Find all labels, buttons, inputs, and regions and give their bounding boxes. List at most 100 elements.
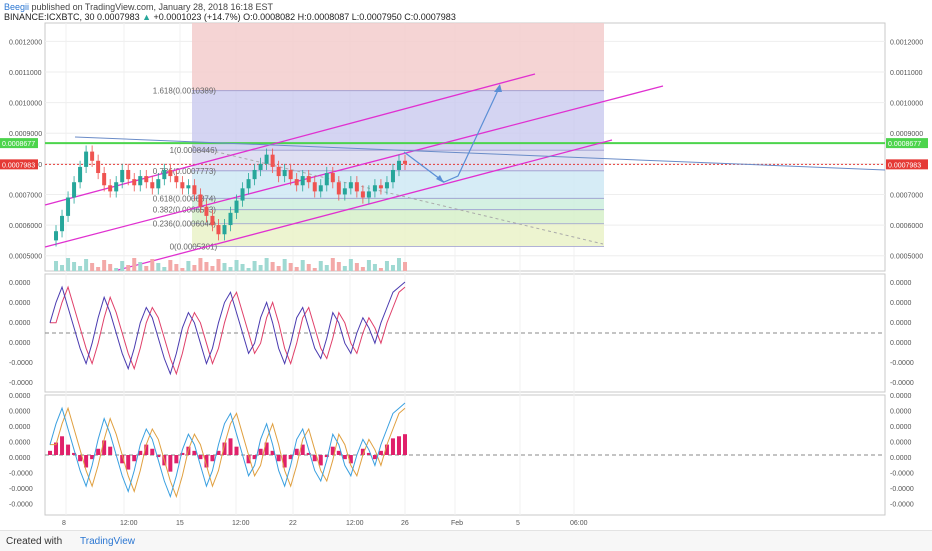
- x-tick: 8: [62, 520, 66, 527]
- publisher-name[interactable]: Beegii: [4, 2, 30, 12]
- y-tick-right: 0.0007000: [890, 192, 923, 199]
- candle-body: [396, 160, 401, 170]
- candle-body: [114, 182, 119, 192]
- candle-body: [120, 169, 125, 183]
- chart-canvas[interactable]: 1.618(0.0010389) 1(0.0008446) 0.786(0.0007…: [0, 0, 932, 530]
- osc2-tick-left: 0.0000: [9, 455, 31, 462]
- candle-body: [294, 179, 299, 186]
- osc2-tick-left: 0.0000: [9, 424, 31, 431]
- volume-bar: [162, 267, 167, 271]
- footer-bar: Created with TradingView: [0, 530, 932, 551]
- histogram-bar: [252, 455, 257, 460]
- candle-body: [390, 169, 395, 183]
- y-tick-right: 0.0010000: [890, 101, 923, 108]
- candle-body: [126, 169, 131, 180]
- volume-bar: [294, 267, 299, 271]
- candle-body: [198, 194, 203, 207]
- candle-body: [270, 154, 275, 167]
- histogram-bar: [318, 455, 323, 466]
- volume-bar: [354, 263, 359, 271]
- channel-line: [117, 139, 613, 271]
- volume-bar: [306, 264, 311, 271]
- candle-body: [264, 154, 269, 164]
- osc1-tick-left: -0.0000: [9, 380, 33, 387]
- histogram-bar: [102, 440, 107, 455]
- volume-bar: [78, 266, 83, 271]
- histogram-bar: [168, 455, 173, 472]
- y-tick-left: 0.0005000: [9, 254, 42, 261]
- red-badge-label: 0.0007983: [888, 162, 921, 169]
- candle-body: [306, 176, 311, 183]
- candle-body: [186, 185, 191, 189]
- candle-body: [78, 166, 83, 183]
- histogram-bar: [348, 455, 353, 464]
- histogram-bar: [84, 455, 89, 468]
- osc2-tick-right: -0.0000: [890, 471, 914, 478]
- tradingview-logo[interactable]: TradingView: [80, 536, 136, 547]
- y-tick-right: 0.0011000: [890, 70, 923, 77]
- osc1-tick-left: 0.0000: [9, 320, 31, 327]
- x-tick: 06:00: [570, 520, 588, 527]
- osc2-tick-left: 0.0000: [9, 393, 31, 400]
- x-tick: 5: [516, 520, 520, 527]
- oscillator-2-series: [45, 402, 885, 499]
- histogram-bar: [312, 455, 317, 462]
- candle-body: [360, 191, 365, 198]
- candle-body: [168, 169, 173, 177]
- histogram-bar: [288, 455, 293, 460]
- candle-body: [403, 160, 407, 164]
- volume-bar: [72, 262, 77, 271]
- histogram-bar: [150, 448, 155, 455]
- red-badge-left: [0, 159, 38, 170]
- volume-bar: [372, 264, 377, 271]
- candle-body: [324, 173, 329, 186]
- candle-body: [300, 176, 305, 186]
- volume-bar: [102, 260, 107, 271]
- y-tick-right: 0.0005000: [890, 254, 923, 261]
- volume-bar: [360, 267, 365, 271]
- candle-body: [210, 215, 215, 226]
- symbol-label: BINANCE:ICXBTC, 30: [4, 12, 95, 22]
- histogram-bar: [192, 450, 197, 455]
- volume-bar: [54, 261, 59, 271]
- green-badge-label: 0.0008677: [888, 141, 921, 148]
- candle-body: [192, 185, 197, 195]
- candle-body: [348, 182, 353, 189]
- candle-body: [216, 225, 221, 235]
- volume-bar: [240, 264, 245, 271]
- histogram-bar: [342, 455, 347, 460]
- created-with-label: Created with: [6, 536, 63, 547]
- osc1-tick-right: 0.0000: [890, 320, 912, 327]
- volume-bar: [378, 268, 383, 271]
- oscillator-line: [49, 281, 406, 376]
- osc2-tick-left: -0.0000: [9, 471, 33, 478]
- candle-body: [354, 182, 359, 192]
- volume-bar: [174, 264, 179, 271]
- candle-body: [342, 188, 347, 195]
- volume-bar: [138, 262, 143, 271]
- candle-body: [378, 185, 383, 189]
- y-tick-right: 0.0012000: [890, 39, 923, 46]
- signal-line: [50, 406, 406, 499]
- channel-line: [44, 73, 536, 206]
- volume-bar: [324, 265, 329, 271]
- candle-body: [102, 173, 107, 186]
- candle-body: [132, 179, 137, 186]
- candle-body: [180, 182, 185, 189]
- candle-body: [90, 151, 95, 161]
- y-tick-left: 0.0012000: [9, 39, 42, 46]
- volume-bar: [66, 258, 71, 271]
- x-tick: 12:00: [120, 520, 138, 527]
- volume-bar: [336, 262, 341, 271]
- x-tick: 12:00: [232, 520, 250, 527]
- oscillator-1-series: [45, 281, 885, 376]
- volume-bar: [312, 268, 317, 271]
- histogram-bar: [96, 448, 101, 455]
- signal-line: [50, 285, 406, 376]
- fib-level-label: 0.236(0.0006044): [153, 220, 217, 229]
- histogram-bar: [306, 452, 311, 455]
- osc1-tick-right: -0.0000: [890, 360, 914, 367]
- histogram-bar: [390, 438, 395, 455]
- histogram-bar: [372, 455, 377, 460]
